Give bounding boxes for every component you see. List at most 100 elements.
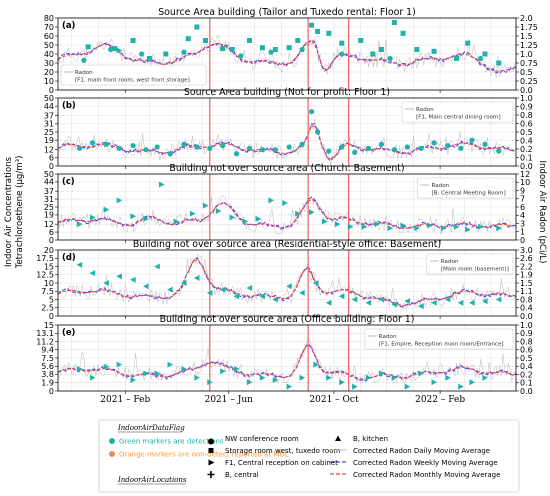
panel-e: 01.93.85.67.59.411.213.1150.00.10.20.40.…	[36, 314, 533, 396]
pce-point	[378, 370, 385, 377]
y-left-tick-label: 11.2	[36, 338, 54, 347]
pce-point	[259, 147, 266, 153]
pce-point	[378, 47, 384, 52]
pce-point	[220, 46, 226, 52]
y-right-tick-label: 1.0	[520, 94, 533, 103]
pce-point	[312, 280, 319, 286]
panel-legend-box	[401, 101, 514, 123]
pce-point	[181, 366, 187, 372]
radon-monthly-series	[57, 39, 514, 72]
pce-point	[457, 299, 464, 306]
x-tick-label: 2021 – Jun	[205, 395, 254, 405]
pce-point	[194, 374, 200, 381]
pce-point	[482, 51, 488, 57]
pce-point	[418, 303, 424, 310]
pce-point	[482, 374, 488, 381]
location-label-central-reception: F1, Central reception on cabinet	[225, 459, 338, 467]
y-right-tick-label: 1.0	[520, 50, 533, 59]
pce-point	[427, 222, 433, 229]
detection-label: Green markers are detections	[119, 438, 224, 446]
pce-point	[167, 286, 173, 293]
y-left-tick-label: 25	[44, 203, 54, 212]
pce-point	[130, 377, 137, 383]
pce-point	[116, 197, 123, 204]
pce-point	[220, 368, 226, 375]
pce-point	[85, 44, 91, 50]
pce-point	[286, 45, 292, 51]
pce-point	[181, 49, 187, 55]
panel-legend-title: Radon	[432, 183, 450, 189]
pce-point	[173, 218, 180, 225]
y-right-tick-label: 0.1	[520, 379, 533, 388]
pce-point	[154, 263, 160, 270]
y-left-tick-label: 12.5	[36, 271, 54, 280]
pce-point	[458, 383, 464, 390]
nondetect-label: Orange markers are non-detect reported a…	[119, 451, 289, 459]
y-left-tick-label: 80	[44, 14, 54, 23]
y-left-tick-label: 31	[44, 120, 54, 129]
y-left-tick-label: 31	[44, 195, 54, 204]
y-left-tick-label: 0	[49, 86, 54, 95]
y-left-tick-label: 37	[44, 187, 54, 196]
pce-point	[339, 51, 345, 57]
pce-point	[76, 221, 83, 228]
panel-legend-title: Radon	[379, 334, 397, 340]
y-left-tick-label: 60	[44, 32, 54, 41]
pce-point	[309, 22, 315, 28]
pce-point	[299, 141, 305, 147]
pce-point	[259, 374, 266, 381]
pce-point	[181, 141, 187, 147]
pce-point	[143, 215, 149, 222]
pce-point	[143, 147, 149, 153]
y-left-tick-label: 30	[44, 59, 54, 68]
left-axis-label-1: Indoor Air Concentrations	[4, 156, 14, 267]
pce-point	[326, 148, 332, 154]
pce-point	[374, 221, 381, 228]
pce-point	[295, 38, 301, 43]
y-left-tick-label: 7.5	[41, 287, 54, 296]
panel-title: Building not over source area (Church: B…	[169, 163, 404, 174]
y-right-tick-label: 2.2	[520, 262, 533, 271]
y-right-tick-label: 0.6	[520, 119, 533, 128]
pce-point	[400, 30, 406, 36]
pce-point	[338, 293, 345, 300]
pce-point	[229, 47, 235, 52]
y-right-tick-label: 0.0	[520, 387, 533, 396]
y-right-tick-label: 0.5	[520, 354, 533, 363]
location-label-storage-room: Storage room west, tuxedo room	[225, 447, 340, 455]
pce-point	[352, 149, 358, 155]
x-axis: 2021 – Feb 2021 – Jun 2021 – Oct 2022 – Feb	[100, 395, 465, 405]
nondetect-swatch	[109, 451, 115, 457]
pce-point	[89, 374, 96, 381]
panel-legend-entry: [F1, Main central dining room]	[416, 115, 501, 121]
y-left-tick-label: 50	[44, 170, 54, 179]
pce-point	[445, 374, 451, 381]
pce-point	[347, 223, 354, 230]
pce-point	[445, 143, 451, 149]
pce-point	[215, 207, 222, 214]
left-axis-label-2: Tetrachloroethene (µg/m³)	[15, 156, 25, 270]
pce-point	[219, 286, 226, 293]
y-left-tick-label: 9.4	[41, 345, 54, 354]
pce-point	[326, 374, 332, 381]
pce-point	[259, 293, 266, 300]
panel-legend-entry: [F1, Empire, Reception main room/Entranc…	[379, 342, 504, 348]
pce-point	[458, 145, 464, 151]
y-left-tick-label: 6	[49, 154, 54, 163]
pce-point	[116, 145, 122, 151]
pce-point	[495, 296, 502, 303]
location-label-b-kitchen: B, kitchen	[353, 435, 388, 443]
pce-point	[206, 289, 213, 296]
pce-point	[163, 51, 169, 57]
pce-point	[185, 36, 191, 42]
pce-point	[272, 147, 278, 153]
pce-point	[313, 361, 319, 368]
y-right-tick-label: 0.9	[520, 329, 533, 338]
y-right-tick-label: 0.25	[520, 77, 538, 86]
pce-point	[242, 218, 249, 225]
pce-point	[418, 145, 424, 151]
y-right-tick-label: 0.75	[520, 59, 538, 68]
pce-point	[286, 283, 292, 290]
y-left-tick-label: 0	[49, 236, 54, 245]
